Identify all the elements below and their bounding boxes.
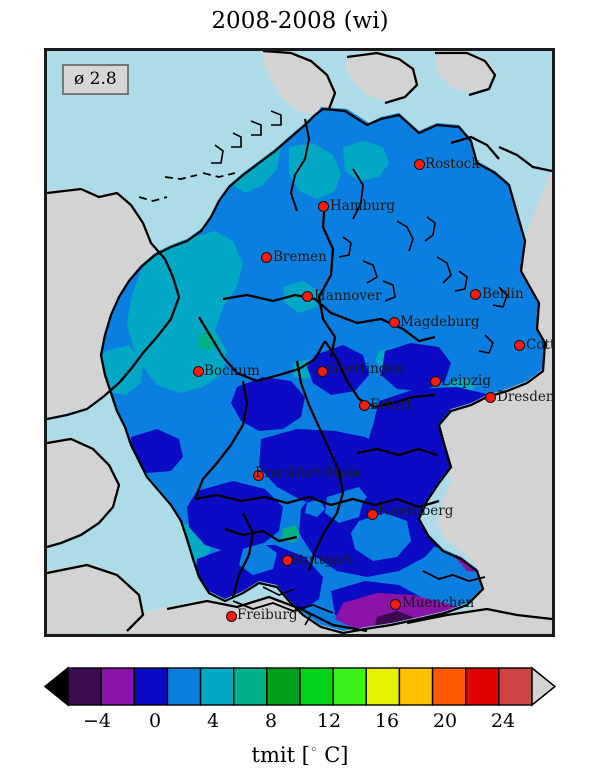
colorbar-tick: −4 <box>82 710 112 732</box>
colorbar-swatch[interactable] <box>100 667 135 706</box>
city-marker-goettingen[interactable] <box>316 365 328 377</box>
colorbar-tick: 4 <box>206 710 220 732</box>
colorbar-swatch[interactable] <box>199 667 235 706</box>
colorbar-swatch[interactable] <box>166 667 202 706</box>
city-marker-leipzig[interactable] <box>429 375 441 387</box>
colorbar-swatches[interactable] <box>0 660 600 720</box>
temperature-field <box>101 107 545 631</box>
colorbar-tick: 8 <box>264 710 278 732</box>
city-label-frankfurt-main: Frankfurt-Main <box>255 465 361 481</box>
colorbar-tick: 20 <box>432 710 458 732</box>
city-marker-bremen[interactable] <box>260 251 272 263</box>
city-marker-freiburg[interactable] <box>225 610 237 622</box>
city-marker-magdeburg[interactable] <box>388 316 400 328</box>
city-label-goettingen: Goettingen <box>328 361 405 377</box>
city-label-bochum: Bochum <box>204 363 260 379</box>
city-marker-hannover[interactable] <box>301 290 313 302</box>
city-label-dresden: Dresden <box>497 389 555 405</box>
colorbar-axis-label: tmit [◦ C] <box>0 743 600 767</box>
colorbar-swatch[interactable] <box>398 667 434 706</box>
city-label-leipzig: Leipzig <box>441 373 491 389</box>
colorbar-swatch[interactable] <box>465 667 500 706</box>
city-label-stuttgart: Stuttgart <box>290 552 353 568</box>
figure-title: 2008-2008 (wi) <box>211 8 389 34</box>
mean-value-box: ø 2.8 <box>62 64 129 95</box>
foreign-land <box>47 51 552 634</box>
city-label-erfurt: Erfurt <box>370 397 412 413</box>
map-linework <box>47 51 552 634</box>
city-marker-stuttgart[interactable] <box>281 554 293 566</box>
colorbar-label-text: tmit [ <box>251 743 310 767</box>
city-marker-erfurt[interactable] <box>358 399 370 411</box>
city-marker-cottbus[interactable] <box>513 339 525 351</box>
degree-icon: ◦ <box>309 743 318 758</box>
colorbar-tick: 12 <box>316 710 342 732</box>
city-marker-bochum[interactable] <box>192 365 204 377</box>
colorbar-swatch[interactable] <box>365 667 401 706</box>
city-label-rostock: Rostock <box>425 156 480 172</box>
germany-temperature-map <box>47 51 552 634</box>
city-label-hamburg: Hamburg <box>330 198 396 214</box>
city-label-nuernberg: Nuernberg <box>378 503 454 519</box>
colorbar-label-unit: C] <box>317 743 349 767</box>
colorbar-swatch[interactable] <box>498 667 533 706</box>
colorbar-swatch[interactable] <box>266 667 301 706</box>
city-label-magdeburg: Magdeburg <box>400 314 480 330</box>
city-marker-rostock[interactable] <box>413 158 425 170</box>
map-axes[interactable]: ø 2.8 Rostock Hamburg Bremen Hannover Berlin… <box>44 48 555 637</box>
city-marker-hamburg[interactable] <box>317 200 329 212</box>
city-label-cottbus: Cottbus <box>526 337 555 353</box>
colorbar[interactable]: −4 0 4 8 12 16 20 24 tmit [◦ C] <box>0 660 600 780</box>
city-label-hannover: Hannover <box>314 288 382 304</box>
colorbar-tick: 24 <box>490 710 516 732</box>
city-label-berlin: Berlin <box>482 286 524 302</box>
city-marker-nuernberg[interactable] <box>366 508 378 520</box>
colorbar-swatch[interactable] <box>332 667 367 706</box>
colorbar-over-arrow <box>531 666 557 707</box>
colorbar-swatch[interactable] <box>133 667 169 706</box>
city-marker-muenchen[interactable] <box>389 598 401 610</box>
city-label-bremen: Bremen <box>273 249 327 265</box>
city-marker-berlin[interactable] <box>469 288 481 300</box>
city-label-freiburg: Freiburg <box>237 607 298 623</box>
colorbar-swatch[interactable] <box>67 667 102 706</box>
colorbar-tick: 0 <box>148 710 162 732</box>
colorbar-swatch[interactable] <box>233 667 268 706</box>
city-marker-dresden[interactable] <box>484 391 496 403</box>
city-label-muenchen: Muenchen <box>402 595 475 611</box>
colorbar-swatch[interactable] <box>431 667 467 706</box>
colorbar-tick: 16 <box>374 710 400 732</box>
colorbar-swatch[interactable] <box>299 667 334 706</box>
colorbar-under-arrow <box>43 666 69 707</box>
city-marker-frankfurt-main[interactable] <box>252 469 264 481</box>
